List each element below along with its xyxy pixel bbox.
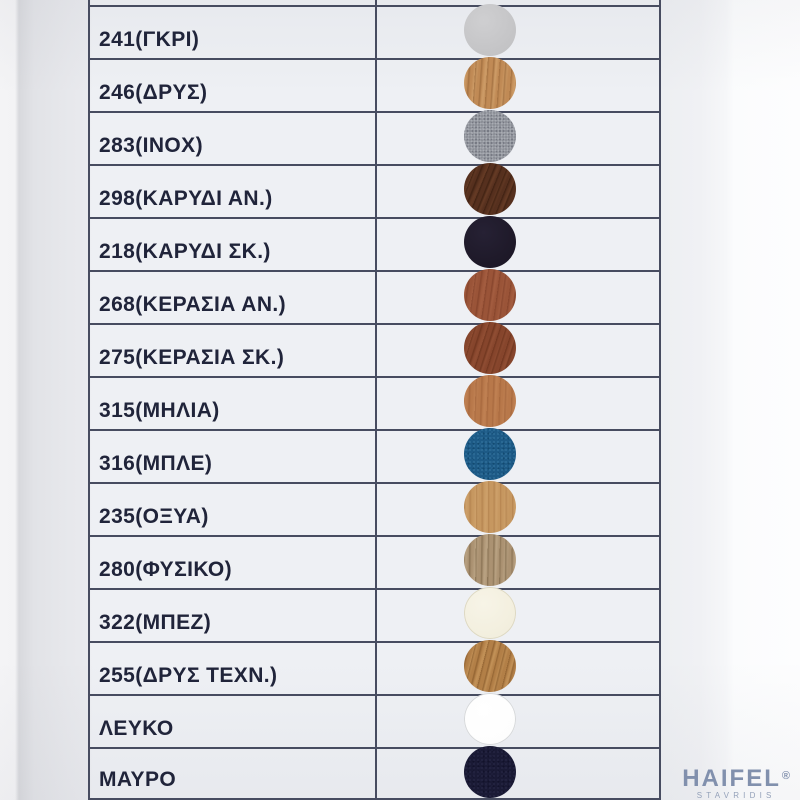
row-label: ΛΕΥΚΟ — [99, 717, 174, 740]
table-row: 298(ΚΑΡΥΔΙ ΑΝ.) — [90, 163, 659, 217]
color-swatch — [464, 693, 516, 745]
color-swatch — [464, 110, 516, 162]
row-label: 218(ΚΑΡΥΔΙ ΣΚ.) — [99, 240, 271, 263]
table-row: 315(ΜΗΛΙΑ) — [90, 375, 659, 429]
table-rows: 241(ΓΚΡΙ) 246(ΔΡΥΣ) 283(INOX) 298(ΚΑΡΥΔΙ… — [90, 4, 659, 800]
row-label: 255(ΔΡΥΣ ΤΕΧΝ.) — [99, 664, 278, 687]
registered-mark-icon: ® — [781, 770, 790, 782]
color-swatch — [464, 534, 516, 586]
table-row: ΜΑΥΡΟ — [90, 746, 659, 800]
row-label: 246(ΔΡΥΣ) — [99, 81, 208, 104]
color-swatch — [464, 322, 516, 374]
brand-subtitle: STAVRIDIS — [696, 791, 776, 800]
row-label: 283(INOX) — [99, 134, 203, 157]
table-row: ΛΕΥΚΟ — [90, 693, 659, 747]
brand-name: HAIFEL® — [682, 765, 790, 792]
color-swatch — [464, 746, 516, 798]
table-row: 283(INOX) — [90, 110, 659, 164]
table-row: 255(ΔΡΥΣ ΤΕΧΝ.) — [90, 640, 659, 694]
color-swatch — [464, 163, 516, 215]
table-row: 235(ΟΞΥΑ) — [90, 481, 659, 535]
row-label: 275(ΚΕΡΑΣΙΑ ΣΚ.) — [99, 346, 285, 369]
table-row: 246(ΔΡΥΣ) — [90, 57, 659, 111]
color-swatch — [464, 428, 516, 480]
table-row: 316(ΜΠΛΕ) — [90, 428, 659, 482]
color-swatch — [464, 481, 516, 533]
color-swatch — [464, 216, 516, 268]
table-row: 322(ΜΠΕΖ) — [90, 587, 659, 641]
table-row: 218(ΚΑΡΥΔΙ ΣΚ.) — [90, 216, 659, 270]
table-row: 241(ΓΚΡΙ) — [90, 4, 659, 58]
table-row: 275(ΚΕΡΑΣΙΑ ΣΚ.) — [90, 322, 659, 376]
table-row: 280(ΦΥΣΙΚΟ) — [90, 534, 659, 588]
color-swatch — [464, 587, 516, 639]
column-divider — [375, 0, 377, 800]
row-label: 268(ΚΕΡΑΣΙΑ ΑΝ.) — [99, 293, 287, 316]
row-label: 315(ΜΗΛΙΑ) — [99, 399, 220, 422]
color-swatch — [464, 4, 516, 56]
row-label: 298(ΚΑΡΥΔΙ ΑΝ.) — [99, 187, 273, 210]
color-swatch — [464, 57, 516, 109]
color-swatch — [464, 640, 516, 692]
color-swatch — [464, 375, 516, 427]
row-label: 235(ΟΞΥΑ) — [99, 505, 209, 528]
row-label: 322(ΜΠΕΖ) — [99, 611, 212, 634]
row-label: ΜΑΥΡΟ — [99, 768, 177, 791]
row-label: 316(ΜΠΛΕ) — [99, 452, 213, 475]
row-label: 241(ΓΚΡΙ) — [99, 28, 200, 51]
table-row: 268(ΚΕΡΑΣΙΑ ΑΝ.) — [90, 269, 659, 323]
row-label: 280(ΦΥΣΙΚΟ) — [99, 558, 233, 581]
brand-logo: HAIFEL® STAVRIDIS — [682, 767, 790, 800]
color-swatch — [464, 269, 516, 321]
color-table: 241(ΓΚΡΙ) 246(ΔΡΥΣ) 283(INOX) 298(ΚΑΡΥΔΙ… — [88, 0, 661, 800]
